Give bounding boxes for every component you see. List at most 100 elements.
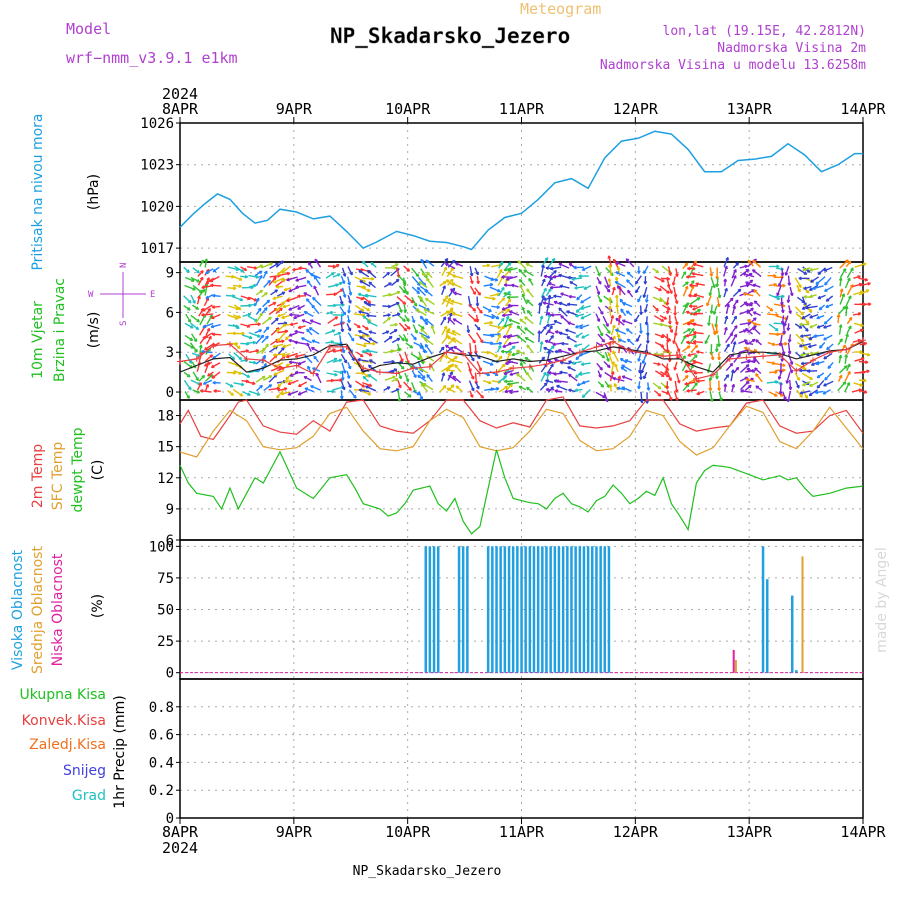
wind-arrow <box>482 360 494 366</box>
top-day-label: 10APR <box>385 100 431 118</box>
wind-arrow-head <box>204 363 208 367</box>
wind-arrow-head <box>422 383 427 387</box>
wind-arrow-head <box>710 356 715 361</box>
wind-arrow-head <box>539 341 544 345</box>
wind-arrow-head <box>507 298 512 303</box>
wind-arrow <box>768 293 781 300</box>
wind-arrow <box>744 346 755 353</box>
wind-arrow-head <box>421 325 425 330</box>
wind-arrow <box>839 277 842 287</box>
wind-arrow <box>794 372 801 381</box>
wind-arrow-head <box>800 338 805 343</box>
cloud-high-bar <box>424 546 427 673</box>
wind-arrow-head <box>616 386 621 391</box>
wind-arrow-head <box>692 359 696 364</box>
wind-arrow <box>838 306 847 315</box>
sfctemp-line <box>179 405 864 458</box>
wind-arrow <box>295 276 307 282</box>
wind-arrow-head <box>802 267 806 272</box>
wind-arrow-head <box>682 355 686 359</box>
wind-arrow <box>203 297 210 307</box>
wind-arrow <box>341 362 346 374</box>
wind-arrow-head <box>282 323 286 327</box>
wind-arrow-head <box>608 264 612 268</box>
wind-arrow-head <box>479 310 483 314</box>
wind-arrow-head <box>665 386 670 390</box>
wind-ylabel-group: 10m Vjetar Brzina i Pravac (m/s) N W E S <box>30 263 155 382</box>
wind-arrow-head <box>307 365 311 370</box>
wind-gust-marker <box>343 343 350 350</box>
wind-arrow <box>689 297 701 305</box>
wind-arrow-head <box>544 257 549 261</box>
wind-arrow-head <box>426 374 430 378</box>
wind-arrow <box>233 296 243 302</box>
wind-arrow-head <box>453 291 457 296</box>
wind-arrow-head <box>575 334 579 338</box>
wind-arrow-head <box>638 376 643 380</box>
wind-ytick-label: 6 <box>166 305 174 321</box>
wind-arrow <box>356 285 366 288</box>
wind-arrow <box>550 286 561 289</box>
wind-arrow <box>559 371 568 374</box>
wind-arrow-head <box>400 366 405 370</box>
wind-arrow-head <box>488 380 492 385</box>
wind-arrow-head <box>347 319 351 324</box>
wind-arrow <box>672 334 677 344</box>
wind-gust-marker <box>243 355 250 362</box>
wind-arrow <box>325 329 336 335</box>
wind-arrow-head <box>524 357 529 361</box>
cloud-ytick-label: 75 <box>157 571 174 587</box>
wind-arrow <box>574 286 585 289</box>
wind-arrow-head <box>692 334 697 339</box>
wind-arrow-head <box>297 361 302 366</box>
wind-arrow <box>455 385 463 393</box>
wind-arrow <box>773 303 786 307</box>
wind-arrow <box>581 265 592 271</box>
wind-arrow <box>270 289 278 296</box>
wind-arrow-head <box>287 381 292 386</box>
wind-arrow-head <box>845 333 849 337</box>
wind-gust-marker <box>260 357 267 364</box>
wind-arrow <box>595 313 601 322</box>
wind-arrow <box>766 361 776 365</box>
precip-ytick-label: 0.2 <box>149 783 174 799</box>
wind-arrow-head <box>581 380 586 385</box>
wind-arrow-head <box>712 311 717 315</box>
wind-arrow <box>505 352 511 364</box>
wind-arrow <box>190 294 196 304</box>
lonlat-text: lon,lat (19.15E, 42.2812N) <box>663 24 867 39</box>
wind-arrow-head <box>639 399 644 404</box>
wind-arrow <box>682 383 690 392</box>
wind-arrow-head <box>361 384 366 388</box>
wind-arrow-head <box>566 310 570 314</box>
wind-arrow-head <box>258 329 263 333</box>
wind-arrow-head <box>709 273 714 277</box>
pressure-ylabel-group: Pritisak na nivou mora (hPa) <box>30 113 102 270</box>
wind-arrow <box>423 336 434 346</box>
wind-arrow <box>282 343 291 348</box>
wind-arrow <box>846 343 854 355</box>
wind-arrow-head <box>541 356 546 361</box>
wind-arrow <box>468 333 476 344</box>
wind-arrow <box>781 315 785 325</box>
cloud-high-bar <box>491 546 494 673</box>
wind-arrow <box>325 340 334 344</box>
precip-ytick-label: 0.8 <box>149 700 174 716</box>
wind-arrow-head <box>549 285 554 290</box>
wind-arrow-head <box>674 300 679 305</box>
wind-arrow <box>411 276 421 286</box>
wind-arrow <box>539 382 548 391</box>
wind-arrow <box>605 333 613 341</box>
wind-arrow-head <box>519 362 524 366</box>
wind-arrow-head <box>614 328 619 333</box>
wind-arrow-head <box>204 346 208 351</box>
wind-arrow <box>539 315 543 326</box>
wind-arrow <box>204 332 213 339</box>
wind-arrow <box>355 380 366 388</box>
wind-arrow-head <box>519 284 523 288</box>
wind-arrow-head <box>746 367 750 372</box>
wind-arrow-head <box>782 331 787 335</box>
wind-arrow-head <box>559 284 563 289</box>
wind-arrow <box>845 295 852 307</box>
wind-arrow-head <box>575 313 579 318</box>
